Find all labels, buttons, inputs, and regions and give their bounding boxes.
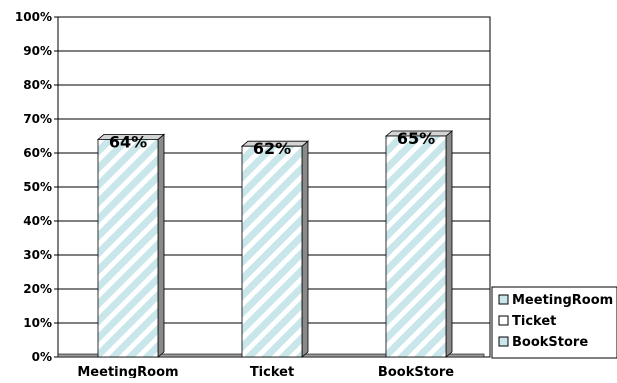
legend-swatch	[498, 315, 509, 326]
bars	[96, 130, 454, 358]
x-tick-label: MeetingRoom	[77, 365, 178, 378]
data-label: 62%	[253, 139, 291, 158]
y-tick-label: 100%	[15, 10, 52, 24]
y-tick-label: 10%	[23, 316, 52, 330]
legend-swatch	[498, 336, 509, 347]
labels: 0% 10% 20% 30% 40% 50% 60% 70% 80% 90% 100% 64% Meet…	[15, 10, 454, 380]
y-tick-label: 40%	[23, 214, 52, 228]
x-tick-label: Ticket	[250, 365, 294, 378]
y-tick-label: 80%	[23, 78, 52, 92]
y-tick-label: 60%	[23, 146, 52, 160]
data-label: 65%	[397, 129, 435, 148]
bar-front	[385, 135, 447, 358]
legend: MeetingRoom Ticket BookStore	[491, 286, 617, 359]
bar-front	[241, 145, 303, 358]
bar-meetingroom	[96, 133, 166, 358]
bar-side	[445, 130, 453, 358]
y-tick-label: 0%	[32, 350, 52, 364]
bar-side	[301, 140, 309, 358]
legend-entry: Ticket	[512, 314, 556, 329]
y-tick-label: 90%	[23, 44, 52, 58]
data-label: 64%	[109, 132, 147, 151]
bar-side	[157, 133, 165, 358]
legend-entry: MeetingRoom	[512, 293, 613, 308]
bar-ticket	[240, 140, 310, 358]
legend-entry: BookStore	[512, 335, 588, 350]
bar-front	[97, 138, 159, 358]
y-tick-label: 20%	[23, 282, 52, 296]
y-tick-label: 30%	[23, 248, 52, 262]
legend-box	[491, 286, 617, 359]
y-tick-label: 50%	[23, 180, 52, 194]
x-tick-label: BookStore	[378, 365, 454, 378]
bar-bookstore	[384, 130, 454, 358]
legend-swatch	[498, 294, 509, 305]
y-tick-label: 70%	[23, 112, 52, 126]
